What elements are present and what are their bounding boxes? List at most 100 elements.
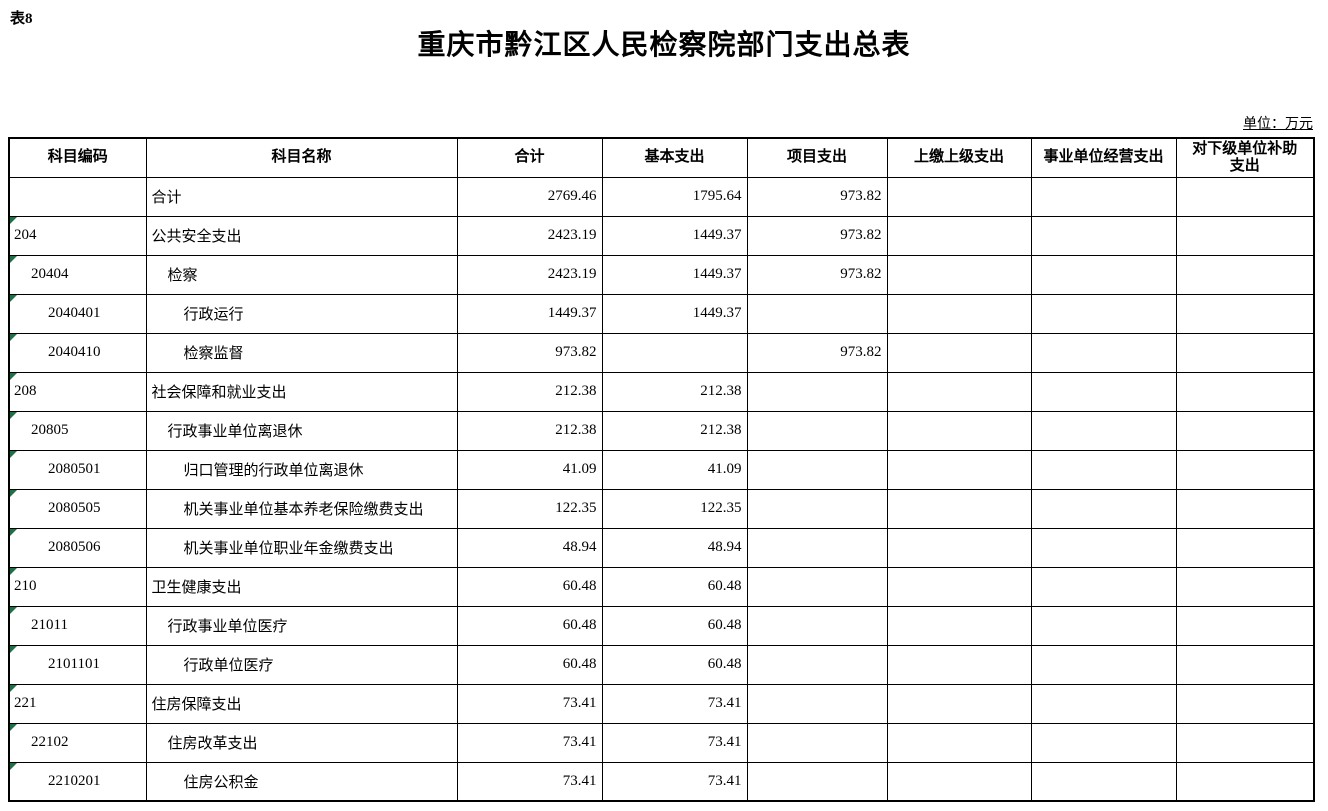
excel-error-flag-icon — [10, 607, 17, 614]
subject-name: 检察 — [167, 268, 198, 284]
cell-project — [746, 488, 888, 529]
cell-code: 2080505 — [8, 488, 147, 529]
cell-project — [746, 644, 888, 685]
cell-subsidy — [1175, 527, 1315, 568]
column-header-name: 科目名称 — [145, 137, 458, 178]
cell-total: 122.35 — [456, 488, 603, 529]
cell-code: 208 — [8, 371, 147, 412]
cell-code: 2040410 — [8, 332, 147, 373]
cell-superior — [886, 644, 1032, 685]
cell-code: 2080506 — [8, 527, 147, 568]
cell-code: 204 — [8, 215, 147, 256]
subject-name: 检察监督 — [183, 346, 244, 362]
cell-total: 60.48 — [456, 566, 603, 607]
amount-value: 73.41 — [707, 772, 742, 789]
table-row: 21011 行政事业单位医疗 60.48 60.48 — [8, 605, 1315, 646]
subject-code: 2210201 — [48, 772, 101, 789]
cell-superior — [886, 371, 1032, 412]
cell-subsidy — [1175, 215, 1315, 256]
amount-value: 73.41 — [562, 772, 597, 789]
subject-name: 住房改革支出 — [167, 736, 258, 752]
cell-basic: 1449.37 — [601, 215, 748, 256]
table-row: 2210201 住房公积金 73.41 73.41 — [8, 761, 1315, 802]
amount-value: 973.82 — [840, 344, 882, 360]
cell-operating — [1030, 488, 1177, 529]
cell-code: 20404 — [8, 254, 147, 295]
cell-operating — [1030, 527, 1177, 568]
table-row: 22102 住房改革支出 73.41 73.41 — [8, 722, 1315, 763]
column-header-code: 科目编码 — [8, 137, 147, 178]
cell-name: 行政事业单位医疗 — [145, 605, 458, 646]
table-header-row: 科目编码 科目名称 合计 基本支出 项目支出 上缴上级支出 事业单位经营支出 对… — [8, 137, 1315, 178]
subject-name: 社会保障和就业支出 — [151, 385, 287, 401]
subject-code: 221 — [14, 695, 37, 711]
cell-superior — [886, 722, 1032, 763]
cell-subsidy — [1175, 566, 1315, 607]
cell-subsidy — [1175, 293, 1315, 334]
table-row: 合计 2769.46 1795.64 973.82 — [8, 176, 1315, 217]
cell-basic: 212.38 — [601, 410, 748, 451]
column-header-operating: 事业单位经营支出 — [1030, 137, 1177, 178]
table-row: 204 公共安全支出 2423.19 1449.37 973.82 — [8, 215, 1315, 256]
subject-name: 公共安全支出 — [151, 229, 242, 245]
cell-basic: 212.38 — [601, 371, 748, 412]
amount-value: 1449.37 — [692, 266, 742, 282]
column-header-subsidy: 对下级单位补助 支出 — [1175, 137, 1315, 178]
amount-value: 41.09 — [562, 461, 597, 477]
cell-basic: 122.35 — [601, 488, 748, 529]
cell-total: 2423.19 — [456, 254, 603, 295]
cell-project — [746, 722, 888, 763]
cell-operating — [1030, 449, 1177, 490]
cell-basic: 73.41 — [601, 722, 748, 763]
cell-operating — [1030, 722, 1177, 763]
amount-value: 2423.19 — [547, 227, 597, 243]
amount-value: 73.41 — [562, 734, 597, 750]
cell-subsidy — [1175, 605, 1315, 646]
table-row: 2080505 机关事业单位基本养老保险缴费支出 122.35 122.35 — [8, 488, 1315, 529]
cell-superior — [886, 176, 1032, 217]
cell-subsidy — [1175, 449, 1315, 490]
cell-subsidy — [1175, 254, 1315, 295]
cell-name: 卫生健康支出 — [145, 566, 458, 607]
cell-superior — [886, 449, 1032, 490]
amount-value: 973.82 — [840, 266, 882, 282]
cell-name: 社会保障和就业支出 — [145, 371, 458, 412]
cell-operating — [1030, 566, 1177, 607]
cell-basic: 73.41 — [601, 761, 748, 802]
amount-value: 2769.46 — [547, 188, 597, 204]
amount-value: 48.94 — [562, 539, 597, 555]
cell-total: 212.38 — [456, 371, 603, 412]
cell-total: 212.38 — [456, 410, 603, 451]
excel-error-flag-icon — [10, 763, 17, 770]
amount-value: 2423.19 — [547, 266, 597, 282]
subject-code: 22102 — [31, 734, 69, 750]
cell-total: 60.48 — [456, 644, 603, 685]
excel-error-flag-icon — [10, 451, 17, 458]
cell-basic: 60.48 — [601, 566, 748, 607]
subject-code: 2040410 — [48, 344, 101, 360]
cell-project — [746, 527, 888, 568]
cell-total: 41.09 — [456, 449, 603, 490]
cell-name: 行政运行 — [145, 293, 458, 334]
table-row: 221 住房保障支出 73.41 73.41 — [8, 683, 1315, 724]
cell-total: 2769.46 — [456, 176, 603, 217]
amount-value: 973.82 — [840, 227, 882, 243]
cell-basic: 48.94 — [601, 527, 748, 568]
amount-value: 212.38 — [700, 422, 742, 438]
cell-project: 973.82 — [746, 176, 888, 217]
cell-project — [746, 761, 888, 802]
cell-subsidy — [1175, 176, 1315, 217]
subject-name: 住房公积金 — [183, 774, 259, 791]
cell-code: 210 — [8, 566, 147, 607]
cell-project — [746, 293, 888, 334]
amount-value: 60.48 — [707, 617, 742, 633]
subject-name: 合计 — [151, 190, 182, 206]
subject-name: 行政运行 — [183, 307, 244, 323]
table-row: 20404 检察 2423.19 1449.37 973.82 — [8, 254, 1315, 295]
subject-code: 20404 — [31, 266, 69, 282]
amount-value: 212.38 — [555, 422, 597, 438]
cell-code: 221 — [8, 683, 147, 724]
cell-name: 归口管理的行政单位离退休 — [145, 449, 458, 490]
cell-name: 机关事业单位职业年金缴费支出 — [145, 527, 458, 568]
